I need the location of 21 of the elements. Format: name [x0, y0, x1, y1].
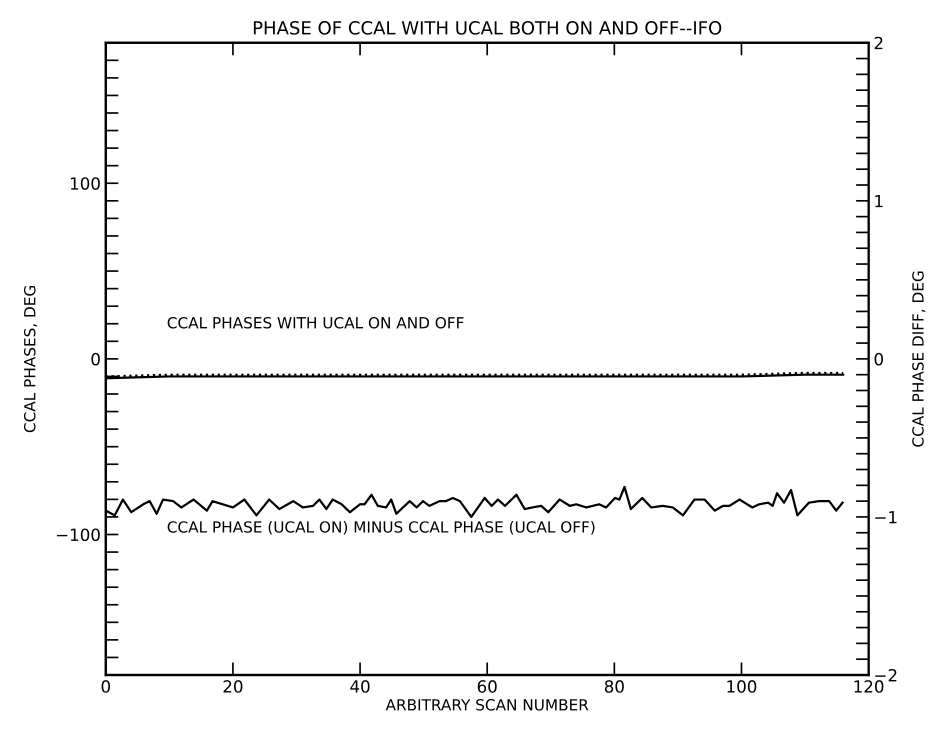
x-tick-label: 100 — [727, 680, 756, 693]
y-tick-label: 100 — [70, 177, 100, 190]
y-tick-label: −100 — [56, 528, 100, 542]
y2-tick-label: −2 — [875, 668, 896, 682]
y2-axis-title: CCAL PHASE DIFF, DEG — [912, 271, 926, 447]
x-tick-label: 40 — [350, 680, 370, 693]
x-tick-label: 60 — [478, 680, 497, 693]
x-tick-label: 0 — [102, 680, 110, 693]
annotation: CCAL PHASE (UCAL ON) MINUS CCAL PHASE (UCAL OFF) — [168, 520, 594, 535]
chart-title: PHASE OF CCAL WITH UCAL BOTH ON AND OFF--IFO — [254, 21, 722, 35]
y2-tick-label: 1 — [875, 194, 883, 208]
y-tick-label: 0 — [91, 352, 100, 366]
x-tick-label: 80 — [604, 680, 624, 693]
y2-tick-label: 0 — [874, 352, 883, 366]
y-axis-title: CCAL PHASES, DEG — [24, 286, 38, 432]
x-tick-label: 20 — [224, 680, 242, 693]
y2-tick-label: 2 — [874, 36, 882, 50]
annotation: CCAL PHASES WITH UCAL ON AND OFF — [168, 316, 464, 329]
y2-tick-label: −1 — [875, 511, 896, 524]
x-tick-label: 120 — [854, 680, 884, 693]
x-axis-title: ARBITRARY SCAN NUMBER — [386, 699, 588, 711]
